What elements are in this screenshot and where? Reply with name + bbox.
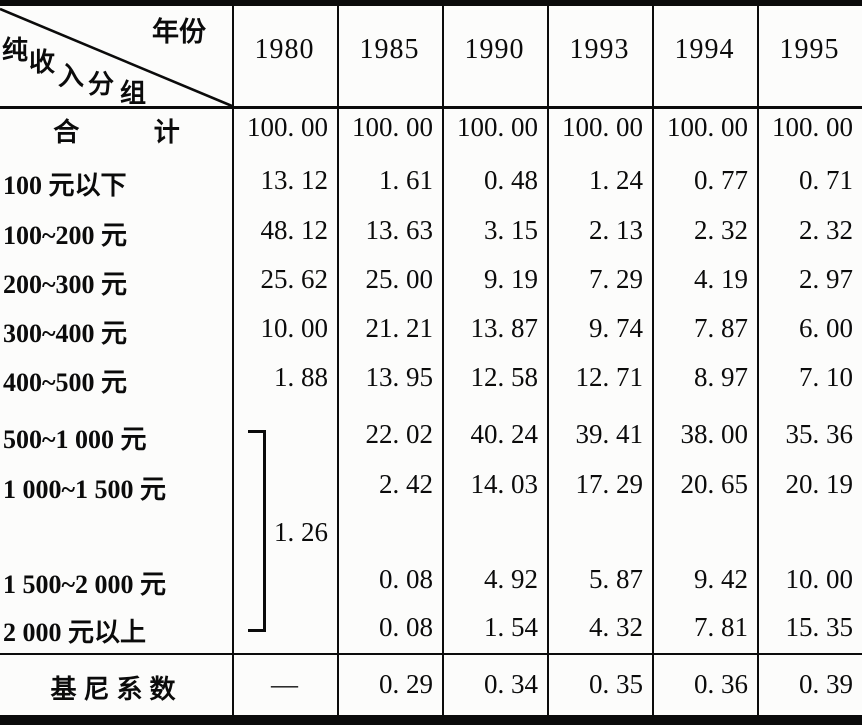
gini-value-cell: 0. 29 (379, 669, 433, 699)
value-cell: 100. 00 (247, 112, 328, 142)
corner-income-group-char: 组 (120, 79, 147, 108)
value-cell: 39. 41 (575, 419, 644, 449)
value-cell: 7. 29 (589, 264, 643, 294)
year-header-cell: 1995 (779, 34, 840, 65)
row-label: 200~300 元 (3, 270, 128, 299)
table-bottom-border (0, 715, 862, 725)
corner-income-group-char: 分 (88, 70, 115, 99)
value-cell: 100. 00 (667, 112, 748, 142)
value-cell: 0. 08 (379, 564, 433, 594)
value-cell: 17. 29 (575, 469, 644, 499)
row-label: 500~1 000 元 (3, 425, 147, 454)
value-cell: 1. 54 (484, 612, 538, 642)
year-header-cell: 1993 (569, 34, 630, 65)
corner-income-group-char: 纯 (2, 36, 29, 65)
value-cell: 2. 32 (694, 215, 748, 245)
row-label: 1 500~2 000 元 (3, 570, 167, 599)
value-cell: 12. 58 (470, 362, 539, 392)
bracket-1980-span (248, 430, 266, 632)
value-cell: 100. 00 (562, 112, 643, 142)
value-cell: 13. 12 (260, 165, 329, 195)
value-cell: 10. 00 (785, 564, 854, 594)
value-cell: 4. 92 (484, 564, 538, 594)
value-cell: 2. 97 (799, 264, 853, 294)
value-cell: 25. 62 (260, 264, 329, 294)
value-cell: 2. 13 (589, 215, 643, 245)
corner-income-group-char: 入 (58, 62, 85, 91)
value-cell: 5. 87 (589, 564, 643, 594)
value-cell: 12. 71 (575, 362, 644, 392)
column-line (442, 0, 444, 725)
value-cell: 100. 00 (352, 112, 433, 142)
value-cell: 15. 35 (785, 612, 854, 642)
gini-dash: — (271, 669, 298, 699)
column-line (547, 0, 549, 725)
value-cell: 1. 61 (379, 165, 433, 195)
column-line (652, 0, 654, 725)
row-label: 1 000~1 500 元 (3, 475, 167, 504)
row-label: 100 元以下 (3, 171, 127, 200)
value-cell: 38. 00 (680, 419, 749, 449)
value-cell: 48. 12 (260, 215, 329, 245)
row-label: 400~500 元 (3, 368, 128, 397)
value-cell: 6. 00 (799, 313, 853, 343)
value-cell: 7. 10 (799, 362, 853, 392)
gini-value-cell: 0. 39 (799, 669, 853, 699)
corner-income-group-char: 收 (29, 48, 56, 77)
value-cell: 1. 24 (589, 165, 643, 195)
value-cell: 100. 00 (772, 112, 853, 142)
value-cell: 13. 87 (470, 313, 539, 343)
footer-separator-line (0, 653, 862, 655)
year-header-cell: 1985 (359, 34, 420, 65)
value-cell: 22. 02 (365, 419, 434, 449)
value-cell: 0. 08 (379, 612, 433, 642)
row-label: 2 000 元以上 (3, 618, 147, 647)
value-cell: 13. 95 (365, 362, 434, 392)
value-cell: 8. 97 (694, 362, 748, 392)
gini-value-cell: 0. 35 (589, 669, 643, 699)
gini-value-cell: 0. 34 (484, 669, 538, 699)
year-header-cell: 1994 (674, 34, 735, 65)
row-label: 100~200 元 (3, 221, 128, 250)
table-top-border (0, 0, 862, 6)
value-cell: 20. 19 (785, 469, 854, 499)
gini-label: 基尼系数 (50, 675, 183, 704)
value-cell: 40. 24 (470, 419, 539, 449)
value-cell: 35. 36 (785, 419, 854, 449)
value-cell: 0. 77 (694, 165, 748, 195)
value-cell: 2. 32 (799, 215, 853, 245)
value-cell: 14. 03 (470, 469, 539, 499)
header-separator-line (0, 106, 862, 109)
value-cell: 100. 00 (457, 112, 538, 142)
value-cell: 3. 15 (484, 215, 538, 245)
value-cell: 4. 19 (694, 264, 748, 294)
value-cell: 20. 65 (680, 469, 749, 499)
value-cell: 9. 74 (589, 313, 643, 343)
gini-value-cell: 0. 36 (694, 669, 748, 699)
value-cell: 7. 87 (694, 313, 748, 343)
row-label: 合 计 (53, 118, 180, 147)
value-cell: 9. 19 (484, 264, 538, 294)
year-header-cell: 1980 (254, 34, 315, 65)
value-cell: 2. 42 (379, 469, 433, 499)
value-cell: 0. 71 (799, 165, 853, 195)
column-line (757, 0, 759, 725)
value-cell: 4. 32 (589, 612, 643, 642)
year-header-cell: 1990 (464, 34, 525, 65)
value-cell: 7. 81 (694, 612, 748, 642)
value-cell: 9. 42 (694, 564, 748, 594)
corner-diagonal-line (0, 7, 233, 107)
corner-label-years: 年份 (152, 17, 206, 47)
value-cell: 21. 21 (365, 313, 434, 343)
value-cell: 0. 48 (484, 165, 538, 195)
column-line (232, 0, 234, 725)
value-cell: 1. 88 (274, 362, 328, 392)
value-cell: 1. 26 (274, 517, 328, 547)
row-label: 300~400 元 (3, 319, 128, 348)
value-cell: 13. 63 (365, 215, 434, 245)
value-cell: 25. 00 (365, 264, 434, 294)
column-line (337, 0, 339, 725)
value-cell: 10. 00 (260, 313, 329, 343)
